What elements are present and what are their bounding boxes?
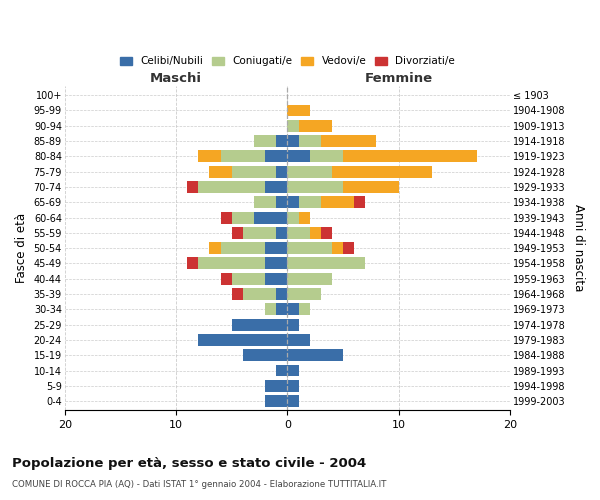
Bar <box>265 242 287 254</box>
Bar <box>265 273 287 284</box>
Bar <box>276 166 287 177</box>
Bar <box>243 288 276 300</box>
Bar <box>287 318 299 330</box>
Bar <box>354 196 365 208</box>
Bar <box>287 104 310 117</box>
Bar <box>254 135 276 147</box>
Bar <box>199 258 265 270</box>
Bar <box>276 364 287 376</box>
Bar <box>276 288 287 300</box>
Bar <box>265 150 287 162</box>
Bar <box>299 196 321 208</box>
Bar <box>221 150 265 162</box>
Bar <box>232 227 243 239</box>
Bar <box>199 181 265 193</box>
Bar <box>265 380 287 392</box>
Bar <box>187 258 199 270</box>
Bar <box>265 395 287 407</box>
Bar <box>232 318 287 330</box>
Bar <box>343 150 476 162</box>
Bar <box>287 196 299 208</box>
Text: Maschi: Maschi <box>150 72 202 85</box>
Bar <box>276 227 287 239</box>
Bar <box>299 304 310 316</box>
Bar <box>299 120 332 132</box>
Bar <box>232 166 276 177</box>
Bar <box>232 288 243 300</box>
Bar <box>265 181 287 193</box>
Bar <box>287 166 332 177</box>
Bar <box>254 212 287 224</box>
Bar <box>287 273 332 284</box>
Bar <box>287 135 299 147</box>
Bar <box>221 242 265 254</box>
Bar <box>221 273 232 284</box>
Bar <box>243 349 287 361</box>
Bar <box>276 196 287 208</box>
Bar <box>287 304 299 316</box>
Bar <box>287 120 299 132</box>
Text: COMUNE DI ROCCA PIA (AQ) - Dati ISTAT 1° gennaio 2004 - Elaborazione TUTTITALIA.: COMUNE DI ROCCA PIA (AQ) - Dati ISTAT 1°… <box>12 480 386 489</box>
Bar <box>343 181 398 193</box>
Bar <box>321 227 332 239</box>
Bar <box>265 304 276 316</box>
Bar <box>287 334 310 346</box>
Bar <box>287 181 343 193</box>
Bar <box>343 242 354 254</box>
Bar <box>276 135 287 147</box>
Text: Popolazione per età, sesso e stato civile - 2004: Popolazione per età, sesso e stato civil… <box>12 458 366 470</box>
Bar <box>321 196 354 208</box>
Bar <box>243 227 276 239</box>
Bar <box>287 395 299 407</box>
Bar <box>276 304 287 316</box>
Bar <box>287 288 321 300</box>
Bar <box>209 242 221 254</box>
Bar <box>209 166 232 177</box>
Bar <box>299 135 321 147</box>
Bar <box>321 135 376 147</box>
Bar <box>254 196 276 208</box>
Text: Femmine: Femmine <box>365 72 433 85</box>
Bar <box>310 150 343 162</box>
Bar <box>199 334 287 346</box>
Legend: Celibi/Nubili, Coniugati/e, Vedovi/e, Divorziati/e: Celibi/Nubili, Coniugati/e, Vedovi/e, Di… <box>115 52 460 70</box>
Bar <box>199 150 221 162</box>
Bar <box>287 349 343 361</box>
Bar <box>299 212 310 224</box>
Bar <box>287 258 365 270</box>
Bar <box>287 212 299 224</box>
Bar <box>287 364 299 376</box>
Bar <box>287 242 332 254</box>
Bar <box>310 227 321 239</box>
Bar <box>187 181 199 193</box>
Bar <box>232 212 254 224</box>
Y-axis label: Fasce di età: Fasce di età <box>15 213 28 283</box>
Bar <box>332 166 432 177</box>
Bar <box>332 242 343 254</box>
Bar <box>232 273 265 284</box>
Bar <box>265 258 287 270</box>
Bar <box>221 212 232 224</box>
Y-axis label: Anni di nascita: Anni di nascita <box>572 204 585 292</box>
Bar <box>287 227 310 239</box>
Bar <box>287 150 310 162</box>
Bar <box>287 380 299 392</box>
